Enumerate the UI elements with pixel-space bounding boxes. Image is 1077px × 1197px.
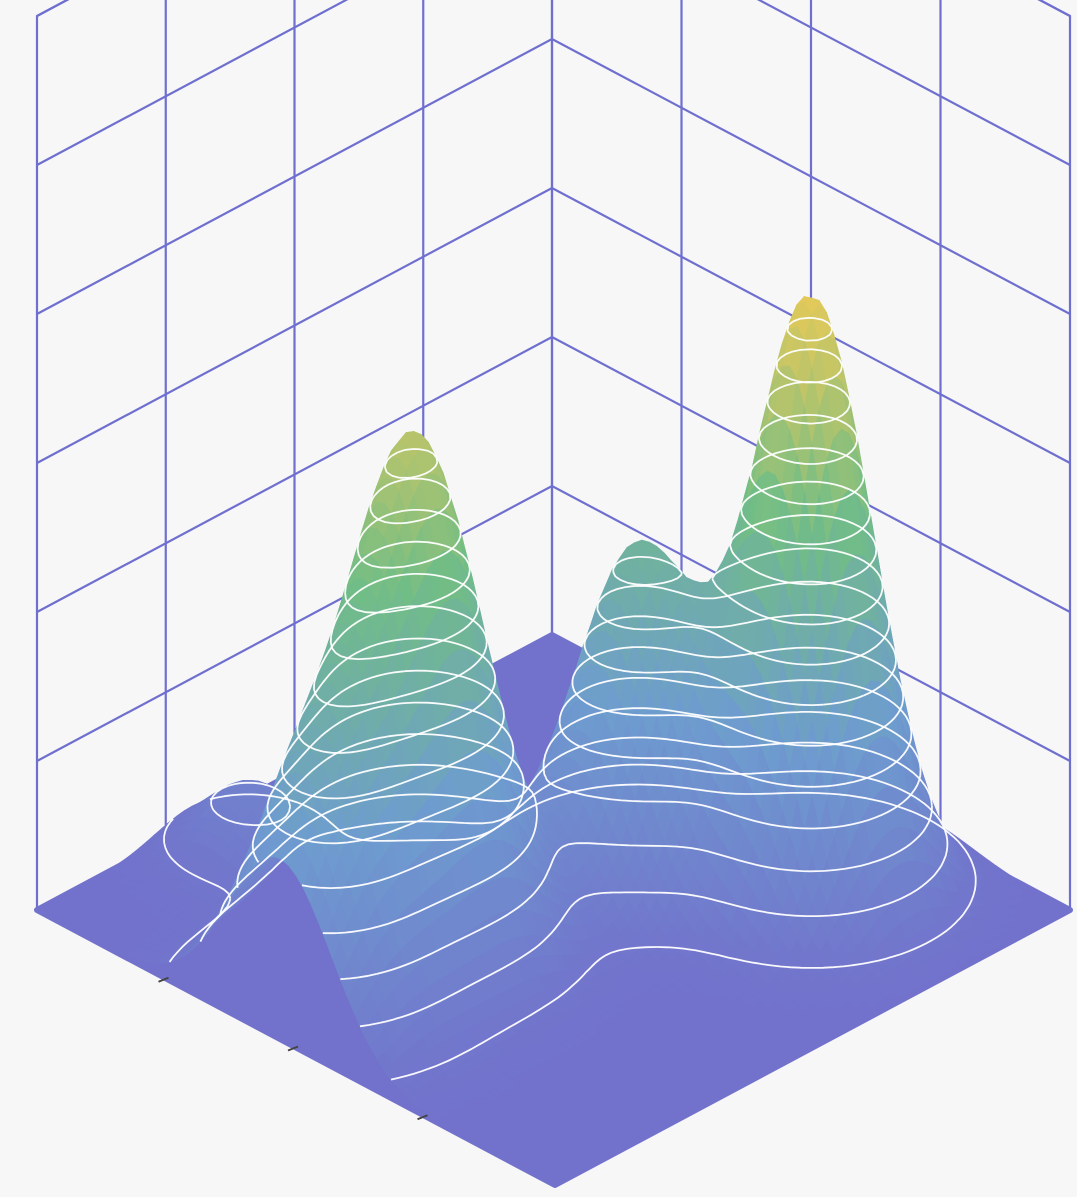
wall-gridline-z (36, 186, 1071, 464)
x-tick (287, 1045, 299, 1052)
surface-facet (759, 995, 777, 1007)
wall-gridline-z (36, 0, 1071, 166)
surface-facet (782, 1000, 799, 1011)
x-tick (158, 976, 169, 983)
surface-facet (848, 995, 865, 1007)
surface-facet (479, 1091, 497, 1102)
contour-line (786, 316, 833, 342)
contour-line (344, 480, 871, 614)
surface-facet (745, 996, 762, 1007)
contour-line (329, 514, 878, 660)
contour-lines (163, 316, 977, 1081)
contour-line (369, 414, 858, 525)
surface-facet (678, 984, 695, 996)
wall-gridline-z (36, 335, 1071, 613)
axis-ticks (158, 976, 428, 1121)
contour-line (356, 447, 865, 569)
contour-line (251, 677, 913, 889)
surface-facet (663, 984, 681, 996)
contour-line (384, 381, 851, 479)
surface-facet (722, 992, 740, 1004)
contour-line (219, 736, 933, 981)
surface-facet (796, 1000, 814, 1011)
wall-gridline-z (36, 37, 1071, 315)
surface-facet (428, 1110, 445, 1121)
surface-facet (649, 984, 666, 995)
surface-facet (811, 1000, 828, 1011)
surface-facet (826, 1000, 843, 1011)
x-tick (417, 1114, 428, 1121)
wall-gridline-z (36, 0, 1071, 17)
surface-facet (863, 996, 880, 1008)
contour-line (236, 707, 922, 935)
surface-facet (700, 988, 718, 1000)
surface-facet (892, 988, 909, 999)
contour-line (775, 348, 843, 384)
